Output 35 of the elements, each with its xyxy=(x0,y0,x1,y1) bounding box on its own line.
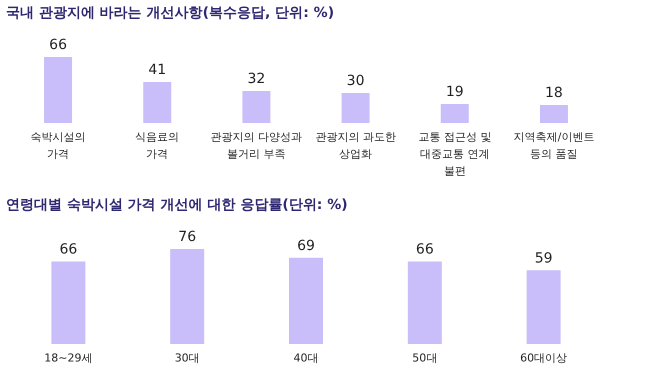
data-label: 69 xyxy=(297,238,315,254)
x-tick-label: 40대 xyxy=(294,352,318,364)
x-tick-label: 교통 접근성 및 대중교통 연계 불편 xyxy=(418,130,492,178)
bar xyxy=(170,249,204,344)
data-label: 18 xyxy=(545,85,563,101)
bar xyxy=(51,262,86,344)
x-tick-label: 30대 xyxy=(174,352,200,364)
x-tick-label: 식음료의 가격 xyxy=(135,130,180,160)
data-label: 66 xyxy=(59,242,78,258)
data-label: 30 xyxy=(346,73,364,89)
bar xyxy=(44,57,72,123)
x-tick-label: 관광지의 다양성과 볼거리 부족 xyxy=(210,130,302,160)
data-label: 66 xyxy=(416,242,434,258)
data-label: 32 xyxy=(248,71,266,87)
chart-title: 국내 관광지에 바라는 개선사항(복수응답, 단위: %) xyxy=(6,5,334,21)
bar xyxy=(408,262,442,344)
bar xyxy=(440,104,469,123)
x-tick-label: 18~29세 xyxy=(44,352,92,364)
x-tick-label: 숙박시설의 가격 xyxy=(30,130,86,160)
data-label: 41 xyxy=(148,62,166,78)
bar xyxy=(242,91,270,123)
bar xyxy=(540,105,568,123)
x-tick-label: 60대이상 xyxy=(520,352,568,364)
x-tick-label: 50대 xyxy=(412,352,438,364)
bar xyxy=(289,258,323,344)
x-tick-label: 지역축제/이벤트 등의 품질 xyxy=(514,130,594,160)
x-tick-label: 관광지의 과도한 상업화 xyxy=(315,130,396,160)
chart-title: 연령대별 숙박시설 가격 개선에 대한 응답률(단위: %) xyxy=(6,197,348,213)
bar xyxy=(143,82,172,123)
data-label: 59 xyxy=(534,250,553,266)
bar xyxy=(526,270,561,344)
data-label: 76 xyxy=(178,229,196,245)
data-label: 19 xyxy=(446,84,464,100)
data-label: 66 xyxy=(49,37,68,53)
bar xyxy=(342,93,370,123)
